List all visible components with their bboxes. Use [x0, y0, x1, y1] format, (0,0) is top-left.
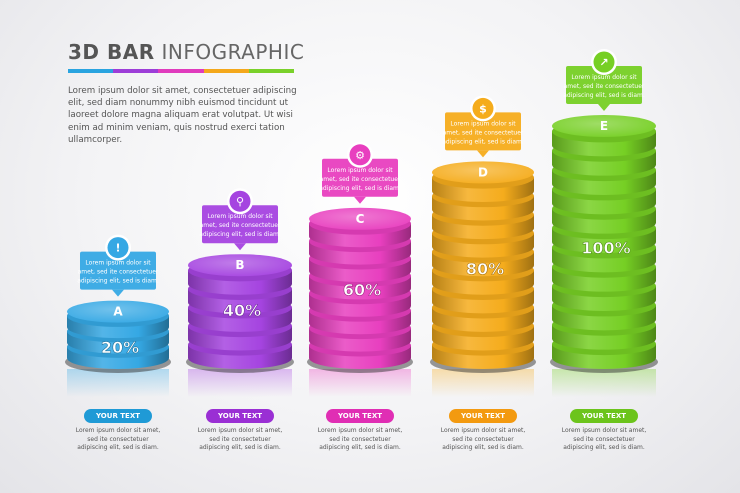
category-label: C: [356, 212, 365, 226]
value-label: 60%: [343, 280, 381, 299]
callout-text: amet, sed ite consectetuer: [200, 222, 281, 229]
svg-text:!: !: [115, 242, 120, 255]
value-label: 20%: [101, 338, 139, 357]
callout-text: Lorem ipsum dolor sit: [327, 167, 393, 174]
dollar-coin-icon: $: [470, 95, 496, 122]
category-label: E: [600, 119, 608, 133]
bar-reflection: [67, 369, 169, 397]
your-text-pill: YOUR TEXT: [449, 409, 517, 423]
callout-box: Lorem ipsum dolor sit amet, sed ite conse…: [442, 95, 524, 158]
bar-reflection: [188, 369, 292, 397]
category-label: A: [113, 305, 123, 319]
bar-reflection: [552, 369, 656, 397]
callout-text: amet, sed ite consectetuer: [78, 269, 159, 276]
growth-chart-icon: ↗: [591, 49, 617, 75]
item-description: Lorem ipsum dolor sit amet, sed ite cons…: [317, 427, 403, 451]
bar-a: A 20% Lorem ipsum dolor sit amet, sed ite c…: [65, 234, 171, 397]
title-bar-segment: [68, 69, 114, 73]
bar-d: D 80% Lorem ipsum dolor sit amet, sed ite c…: [430, 95, 536, 397]
callout-box: Lorem ipsum dolor sit amet, sed ite conse…: [199, 188, 281, 251]
your-text-pill: YOUR TEXT: [84, 409, 152, 423]
callout-text: amet, sed ite consectetuer: [564, 83, 645, 90]
bar-top: [552, 115, 656, 137]
value-label: 40%: [223, 301, 261, 320]
callout-text: amet, sed ite consectetuer: [320, 176, 401, 183]
callout-text: adipiscing elit, sed is diam.: [563, 92, 645, 99]
callout-text: adipiscing elit, sed is diam.: [442, 138, 524, 145]
bar-e: E 100% Lorem ipsum dolor sit amet, sed ite …: [550, 49, 658, 397]
title-light: INFOGRAPHIC: [161, 40, 305, 64]
callout-text: adipiscing elit, sed is diam.: [77, 278, 159, 285]
bar-top: [188, 254, 292, 277]
bar-top: [67, 300, 169, 323]
callout-box: Lorem ipsum dolor sit amet, sed ite conse…: [563, 49, 645, 111]
lightbulb-icon: !: [105, 234, 131, 261]
callout-text: adipiscing elit, sed is diam.: [199, 231, 281, 238]
title-bar-segment: [113, 69, 159, 73]
callout-text: Lorem ipsum dolor sit: [85, 260, 151, 267]
callout-text: Lorem ipsum dolor sit: [207, 213, 273, 220]
item-description: Lorem ipsum dolor sit amet, sed ite cons…: [197, 427, 283, 451]
category-label: B: [235, 258, 244, 272]
bar-reflection: [432, 369, 534, 397]
bar-top: [309, 207, 411, 230]
title-bold: 3D BAR: [68, 40, 155, 64]
value-label: 80%: [466, 259, 504, 278]
title-bar-segment: [248, 69, 295, 73]
svg-text:$: $: [479, 102, 487, 115]
callout-box: Lorem ipsum dolor sit amet, sed ite conse…: [319, 141, 401, 204]
intro-text: Lorem ipsum dolor sit amet, consectetuer…: [68, 86, 297, 145]
value-label: 100%: [581, 239, 630, 258]
callout-text: Lorem ipsum dolor sit: [571, 74, 637, 81]
svg-text:↗: ↗: [599, 56, 608, 69]
category-label: D: [478, 165, 488, 179]
bar-c: C 60% Lorem ipsum dolor sit amet, sed ite c…: [307, 141, 413, 397]
item-description: Lorem ipsum dolor sit amet, sed ite cons…: [75, 427, 161, 451]
your-text-pill: YOUR TEXT: [326, 409, 394, 423]
callout-text: amet, sed ite consectetuer: [443, 129, 524, 136]
page-title: 3D BAR INFOGRAPHIC: [68, 40, 304, 64]
callout-box: Lorem ipsum dolor sit amet, sed ite conse…: [77, 234, 159, 297]
gears-icon: ⚙: [347, 141, 373, 168]
title-bar-segment: [158, 69, 204, 73]
title-color-bar: [68, 69, 295, 73]
svg-text:⚙: ⚙: [355, 149, 365, 162]
bar-reflection: [309, 369, 411, 397]
bar-top: [432, 161, 534, 184]
callout-text: Lorem ipsum dolor sit: [450, 120, 516, 127]
bar-b: B 40% Lorem ipsum dolor sit amet, sed ite c…: [186, 188, 294, 397]
title-bar-segment: [203, 69, 249, 73]
svg-text:⚲: ⚲: [236, 195, 244, 208]
magnifier-icon: ⚲: [227, 188, 253, 215]
item-description: Lorem ipsum dolor sit amet, sed ite cons…: [440, 427, 526, 451]
item-description: Lorem ipsum dolor sit amet, sed ite cons…: [561, 427, 647, 451]
your-text-pill: YOUR TEXT: [206, 409, 274, 423]
callout-text: adipiscing elit, sed is diam.: [319, 185, 401, 192]
your-text-pill: YOUR TEXT: [570, 409, 638, 423]
